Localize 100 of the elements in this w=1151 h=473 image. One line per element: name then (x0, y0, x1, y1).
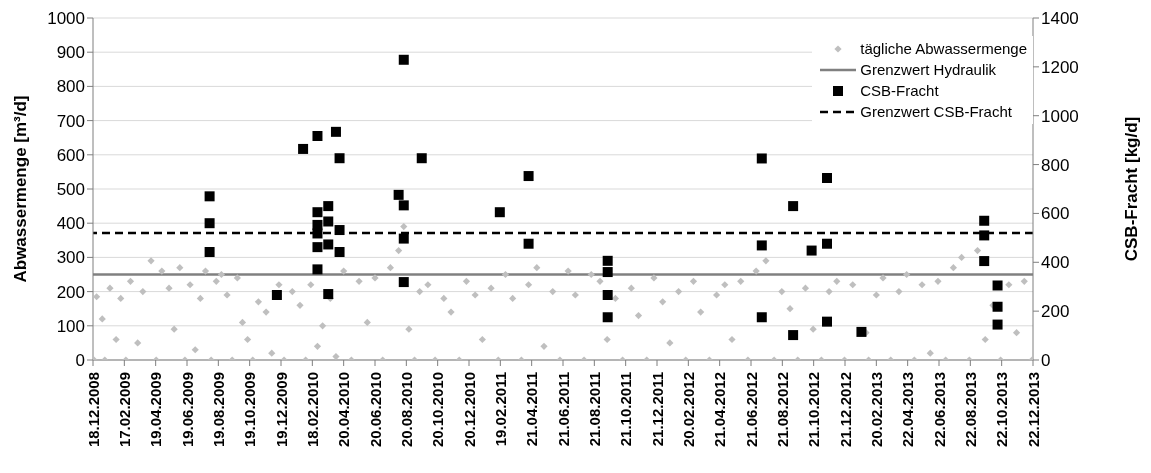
point (992, 280, 1003, 291)
point (788, 330, 799, 341)
legend-label: Grenzwert CSB-Fracht (860, 102, 1012, 122)
x-tick-label: 20.06.2010 (366, 372, 384, 448)
point (312, 242, 323, 253)
point (323, 289, 334, 300)
legend-label: Grenzwert Hydraulik (860, 60, 997, 80)
point (334, 225, 345, 236)
point (756, 153, 767, 164)
y2-tick-label: 200 (1041, 302, 1070, 322)
point (312, 130, 323, 141)
point (979, 230, 990, 241)
x-tick-label: 22.12.2013 (1024, 372, 1042, 448)
x-tick-label: 21.08.2012 (773, 372, 791, 448)
point (334, 247, 345, 258)
y-tick-label: 100 (56, 316, 85, 336)
point (323, 239, 334, 250)
point (271, 290, 282, 301)
point (323, 216, 334, 227)
point (312, 264, 323, 275)
point (806, 245, 817, 256)
y2-tick-label: 400 (1041, 253, 1070, 273)
legend-label: tägliche Abwassermenge (860, 39, 1027, 59)
point (822, 238, 833, 249)
point (822, 316, 833, 327)
x-tick-label: 20.02.2013 (867, 372, 885, 448)
point (416, 153, 427, 164)
y-tick-label: 500 (56, 180, 85, 200)
x-tick-label: 20.02.2012 (679, 372, 697, 448)
x-tick-label: 18.02.2010 (303, 372, 321, 448)
x-tick-label: 19.10.2009 (241, 372, 259, 448)
y2-tick-label: 800 (1041, 155, 1070, 175)
point (334, 153, 345, 164)
x-tick-label: 19.06.2009 (178, 372, 196, 448)
x-tick-label: 21.08.2011 (585, 372, 603, 447)
x-tick-label: 20.08.2010 (397, 372, 415, 448)
point (856, 326, 867, 337)
point (398, 233, 409, 244)
point (756, 312, 767, 323)
point (204, 191, 215, 202)
point (323, 201, 334, 212)
y-tick-label: 1000 (47, 9, 85, 29)
point (602, 290, 613, 301)
y-tick-label: 700 (56, 111, 85, 131)
x-tick-label: 21.04.2012 (711, 372, 729, 448)
x-tick-label: 18.12.2008 (84, 372, 102, 448)
x-tick-label: 20.04.2010 (335, 372, 353, 448)
point (204, 247, 215, 258)
point (393, 189, 404, 200)
point (992, 319, 1003, 330)
x-tick-label: 19.02.2011 (491, 372, 509, 447)
x-tick-label: 19.08.2009 (209, 372, 227, 448)
point (788, 201, 799, 212)
point (602, 267, 613, 278)
x-tick-label: 22.06.2013 (930, 372, 948, 448)
point (298, 143, 309, 154)
y2-tick-label: 1200 (1041, 57, 1079, 77)
y-tick-label: 0 (75, 351, 85, 371)
x-tick-label: 21.04.2011 (523, 372, 541, 447)
y2-axis-title: CSB-Fracht [kg/d] (1122, 116, 1142, 262)
y-tick-label: 300 (56, 248, 85, 268)
x-tick-label: 21.06.2011 (554, 372, 572, 447)
x-tick-label: 21.10.2012 (805, 372, 823, 448)
legend-label: CSB-Fracht (860, 81, 939, 101)
point (602, 255, 613, 266)
point (312, 207, 323, 218)
point (330, 126, 341, 137)
y2-tick-label: 600 (1041, 204, 1070, 224)
x-tick-label: 22.10.2013 (993, 372, 1011, 448)
x-tick-label: 21.12.2012 (836, 372, 854, 448)
x-tick-label: 20.10.2010 (429, 372, 447, 448)
point (992, 301, 1003, 312)
point (312, 228, 323, 239)
point (398, 200, 409, 211)
x-tick-label: 21.06.2012 (742, 372, 760, 448)
point (494, 207, 505, 218)
x-tick-label: 21.10.2011 (617, 372, 635, 447)
x-tick-label: 21.12.2011 (648, 372, 666, 447)
point (204, 218, 215, 229)
point (602, 312, 613, 323)
point (822, 173, 833, 184)
y-tick-label: 900 (56, 43, 85, 63)
y-tick-label: 200 (56, 282, 85, 302)
y-axis-title: Abwassermenge [m³/d] (11, 95, 31, 283)
point (979, 256, 990, 267)
y-tick-label: 600 (56, 145, 85, 165)
x-tick-label: 22.08.2013 (961, 372, 979, 448)
x-tick-label: 22.04.2013 (899, 372, 917, 448)
y-tick-label: 800 (56, 77, 85, 97)
point (398, 277, 409, 288)
y2-tick-label: 0 (1041, 351, 1051, 371)
x-tick-label: 20.12.2010 (460, 372, 478, 448)
x-tick-label: 19.12.2009 (272, 372, 290, 448)
point (398, 54, 409, 65)
x-tick-label: 19.04.2009 (147, 372, 165, 448)
point (523, 238, 534, 249)
point (756, 240, 767, 251)
y2-tick-label: 1000 (1041, 106, 1079, 126)
y-tick-label: 400 (56, 214, 85, 234)
y2-tick-label: 1400 (1041, 9, 1079, 29)
